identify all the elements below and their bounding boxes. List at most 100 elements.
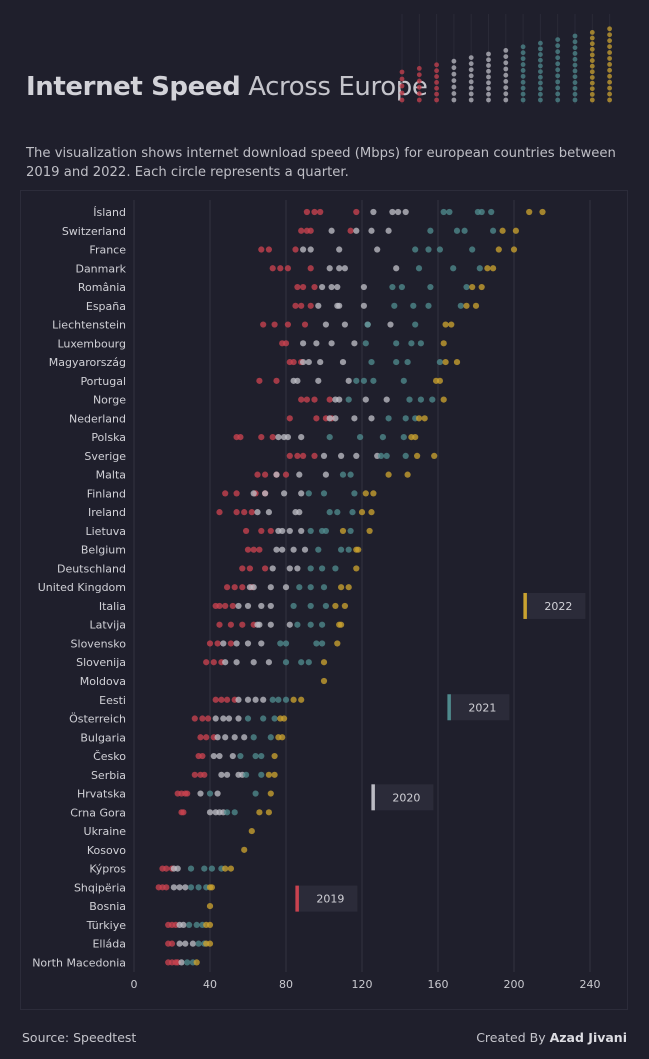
quarter-dot-2019 <box>254 472 260 478</box>
quarter-dot-2020 <box>262 490 268 496</box>
quarter-dot-2020 <box>283 584 289 590</box>
quarter-dot-2021 <box>490 228 496 234</box>
quarter-dot-2019 <box>239 584 245 590</box>
quarter-dot-2022 <box>443 359 449 365</box>
quarter-dot-2021 <box>308 603 314 609</box>
quarter-dot-2019 <box>205 715 211 721</box>
quarter-dot-2019 <box>262 472 268 478</box>
quarter-dot-2019 <box>184 790 190 796</box>
country-row: România <box>78 281 485 294</box>
country-label: Deutschland <box>57 562 126 575</box>
quarter-dot-2020 <box>266 509 272 515</box>
quarter-dot-2022 <box>405 472 411 478</box>
quarter-dot-2021 <box>319 622 325 628</box>
quarter-dot-2022 <box>228 866 234 872</box>
quarter-dot-2020 <box>351 415 357 421</box>
quarter-dot-2020 <box>346 378 352 384</box>
x-tick-label: 160 <box>428 978 449 991</box>
quarter-dot-2021 <box>321 584 327 590</box>
quarter-dot-2022 <box>207 941 213 947</box>
country-row: Malta <box>96 469 411 482</box>
country-label: North Macedonia <box>32 956 126 969</box>
quarter-dot-2021 <box>308 528 314 534</box>
quarter-dot-2021 <box>277 640 283 646</box>
quarter-dot-2022 <box>291 697 297 703</box>
quarter-dot-2019 <box>216 509 222 515</box>
quarter-dot-2021 <box>258 772 264 778</box>
quarter-dot-2020 <box>329 228 335 234</box>
country-row: Magyarország <box>49 356 460 369</box>
quarter-dot-2021 <box>410 303 416 309</box>
quarter-dot-2020 <box>287 622 293 628</box>
quarter-dot-2020 <box>218 772 224 778</box>
country-label: Türkiye <box>86 919 127 932</box>
quarter-dot-2022 <box>513 228 519 234</box>
quarter-dot-2020 <box>300 340 306 346</box>
quarter-dot-2019 <box>256 547 262 553</box>
country-row: Liechtenstein <box>52 319 454 332</box>
country-row: Bulgaria <box>80 731 285 744</box>
quarter-dot-2022 <box>355 547 361 553</box>
quarter-dot-2019 <box>308 265 314 271</box>
country-label: Shqipëria <box>74 881 126 894</box>
quarter-dot-2020 <box>387 321 393 327</box>
quarter-dot-2019 <box>291 359 297 365</box>
quarter-dot-2020 <box>177 941 183 947</box>
quarter-dot-2021 <box>463 284 469 290</box>
quarter-dot-2022 <box>222 866 228 872</box>
quarter-dot-2020 <box>279 528 285 534</box>
quarter-dot-2020 <box>275 434 281 440</box>
quarter-dot-2020 <box>368 415 374 421</box>
quarter-dot-2020 <box>302 547 308 553</box>
quarter-dot-2019 <box>353 209 359 215</box>
quarter-dot-2021 <box>418 340 424 346</box>
country-row: Ukraine <box>84 825 255 838</box>
legend-swatch <box>447 694 451 720</box>
quarter-dot-2022 <box>368 509 374 515</box>
quarter-dot-2022 <box>496 246 502 252</box>
quarter-dot-2020 <box>298 490 304 496</box>
quarter-dot-2019 <box>270 434 276 440</box>
quarter-dot-2020 <box>332 415 338 421</box>
country-row: Slovenija <box>76 656 327 669</box>
quarter-dot-2019 <box>311 284 317 290</box>
quarter-dot-2019 <box>302 321 308 327</box>
country-row: Hrvatska <box>77 788 274 801</box>
quarter-dot-2021 <box>275 697 281 703</box>
quarter-dot-2020 <box>294 565 300 571</box>
quarter-dot-2019 <box>298 228 304 234</box>
quarter-dot-2020 <box>287 528 293 534</box>
quarter-dot-2021 <box>393 340 399 346</box>
quarter-dot-2021 <box>405 359 411 365</box>
legend-swatch <box>295 886 299 912</box>
quarter-dot-2021 <box>370 378 376 384</box>
quarter-dot-2022 <box>422 415 428 421</box>
quarter-dot-2019 <box>311 453 317 459</box>
quarter-dot-2021 <box>477 265 483 271</box>
quarter-dot-2022 <box>441 397 447 403</box>
quarter-dot-2022 <box>363 490 369 496</box>
quarter-dot-2019 <box>247 565 253 571</box>
quarter-dot-2019 <box>192 715 198 721</box>
quarter-dot-2022 <box>268 790 274 796</box>
quarter-dot-2021 <box>412 246 418 252</box>
legend-label: 2021 <box>468 701 496 714</box>
quarter-dot-2020 <box>353 228 359 234</box>
quarter-dot-2019 <box>298 303 304 309</box>
quarter-dot-2022 <box>484 265 490 271</box>
quarter-dot-2021 <box>427 284 433 290</box>
quarter-dot-2020 <box>258 640 264 646</box>
quarter-dot-2022 <box>321 659 327 665</box>
quarter-dot-2021 <box>346 397 352 403</box>
quarter-dot-2020 <box>197 790 203 796</box>
quarter-dot-2020 <box>338 453 344 459</box>
quarter-dot-2021 <box>389 284 395 290</box>
quarter-dot-2021 <box>458 303 464 309</box>
quarter-dot-2022 <box>412 434 418 440</box>
country-label: Magyarország <box>49 356 126 369</box>
country-label: Slovenija <box>76 656 126 669</box>
country-row: Portugal <box>80 375 443 388</box>
country-row: Shqipëria <box>74 881 215 894</box>
quarter-dot-2021 <box>384 453 390 459</box>
quarter-dot-2022 <box>340 528 346 534</box>
